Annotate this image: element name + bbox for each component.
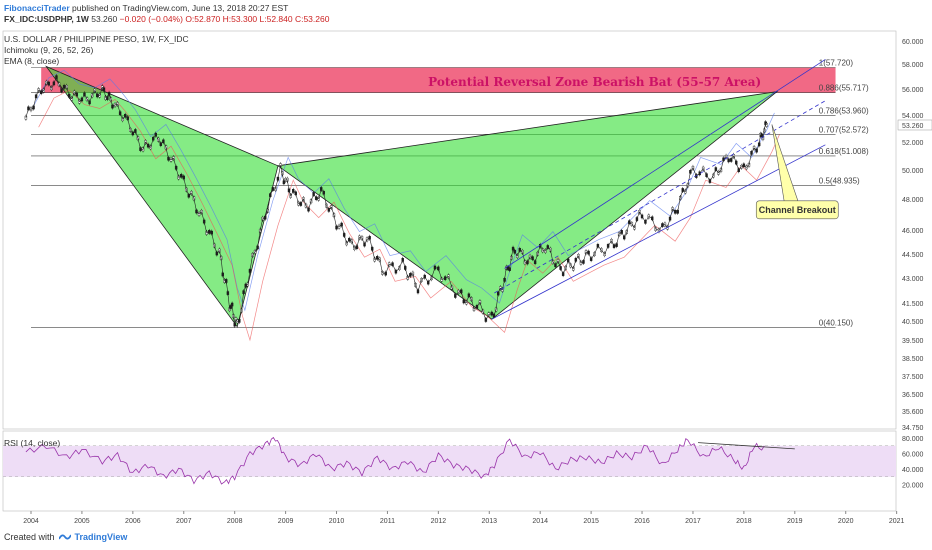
- price-tick-label: 54.000: [902, 113, 924, 120]
- rsi-label[interactable]: RSI (14, close): [4, 438, 61, 448]
- fib-level-label: 0.618(51.008): [819, 147, 869, 156]
- x-tick-label: 2011: [380, 518, 395, 525]
- price-tick-label: 43.000: [902, 276, 924, 283]
- chart-title: U.S. DOLLAR / PHILIPPINE PESO, 1W, FX_ID…: [4, 34, 189, 44]
- rsi-tick-label: 60.000: [902, 452, 924, 459]
- price-tick-label: 46.000: [902, 228, 924, 235]
- callout-pointer: [771, 124, 799, 203]
- indicator-ema[interactable]: EMA (8, close): [4, 56, 60, 66]
- x-tick-label: 2009: [278, 518, 294, 525]
- channel-breakout-annotation: Channel Breakout: [759, 205, 836, 215]
- fib-level-label: 0.707(52.572): [819, 125, 869, 134]
- price-tick-label: 41.500: [902, 301, 924, 308]
- symbol-name: FX_IDC:USDPHP, 1W: [4, 14, 89, 24]
- price-tick-label: 58.000: [902, 62, 924, 69]
- price-tick-label: 39.500: [902, 338, 924, 345]
- price-tick-label: 40.500: [902, 319, 924, 326]
- x-tick-label: 2019: [787, 518, 803, 525]
- ichimoku-line: [33, 69, 775, 312]
- x-tick-label: 2014: [532, 518, 548, 525]
- reversal-zone-text: Potential Reversal Zone Bearish Bat (55-…: [428, 75, 761, 89]
- fib-level-label: 1(57.720): [819, 59, 854, 68]
- price-tick-label: 52.000: [902, 140, 924, 147]
- x-tick-label: 2016: [634, 518, 650, 525]
- price-tick-label: 38.500: [902, 356, 924, 363]
- fib-level-label: 0.886(55.717): [819, 84, 869, 93]
- symbol-line: FX_IDC:USDPHP, 1W 53.260 −0.020 (−0.04%)…: [4, 14, 329, 24]
- x-tick-label: 2020: [838, 518, 854, 525]
- x-tick-label: 2010: [329, 518, 345, 525]
- x-tick-label: 2017: [685, 518, 701, 525]
- x-tick-label: 2008: [227, 518, 243, 525]
- last-price: 53.260: [91, 14, 118, 24]
- price-tick-label: 50.000: [902, 168, 924, 175]
- price-change: −0.020 (−0.04%): [119, 14, 183, 24]
- price-pane-frame: [2, 30, 897, 430]
- x-tick-label: 2004: [23, 518, 39, 525]
- published-text: published on TradingView.com, June 13, 2…: [72, 3, 289, 13]
- author-link[interactable]: FibonacciTrader: [4, 3, 70, 13]
- rsi-tick-label: 40.000: [902, 467, 924, 474]
- price-tick-label: 35.600: [902, 409, 924, 416]
- bcd-triangle: [276, 90, 779, 320]
- x-tick-label: 2005: [74, 518, 90, 525]
- x-tick-label: 2006: [125, 518, 141, 525]
- x-tick-label: 2007: [176, 518, 192, 525]
- price-tick-label: 56.000: [902, 87, 924, 94]
- xab-triangle: [45, 65, 279, 328]
- price-tick-label: 34.750: [902, 425, 924, 432]
- channel-line: [491, 144, 826, 320]
- x-tick-label: 2012: [431, 518, 447, 525]
- channel-line: [504, 59, 826, 269]
- ema-line: [38, 89, 780, 342]
- channel-line: [494, 100, 826, 294]
- tradingview-logo-icon: [58, 534, 71, 539]
- last-price-box: [897, 119, 932, 131]
- fib-level-label: 0.786(53.960): [819, 107, 869, 116]
- rsi-tick-label: 80.000: [902, 436, 924, 443]
- footer: Created with TradingView: [4, 532, 127, 542]
- last-price-tag: 53.260: [902, 123, 924, 130]
- rsi-line: [25, 436, 765, 485]
- indicator-ichimoku[interactable]: Ichimoku (9, 26, 52, 26): [4, 45, 94, 55]
- rsi-divergence-line: [698, 442, 795, 450]
- x-tick-label: 2018: [736, 518, 752, 525]
- price-tick-label: 60.000: [902, 39, 924, 46]
- price-line: [25, 76, 768, 325]
- price-tick-label: 36.500: [902, 392, 924, 399]
- fib-level-label: 0.5(48.935): [819, 176, 860, 185]
- price-tick-label: 37.500: [902, 374, 924, 381]
- created-with-text: Created with: [4, 532, 55, 542]
- price-tick-label: 48.000: [902, 197, 924, 204]
- x-tick-label: 2013: [481, 518, 497, 525]
- callout-box: [755, 200, 839, 220]
- ohlc-values: O:52.870 H:53.300 L:52.840 C:53.260: [185, 14, 330, 24]
- x-tick-label: 2015: [583, 518, 599, 525]
- tradingview-brand[interactable]: TradingView: [74, 532, 128, 542]
- reversal-zone: [41, 67, 836, 93]
- fib-level-label: 0(40.150): [819, 319, 854, 328]
- rsi-tick-label: 20.000: [902, 483, 924, 490]
- x-tick-label: 2021: [889, 518, 905, 525]
- publish-line: FibonacciTrader published on TradingView…: [4, 3, 288, 13]
- price-tick-label: 44.500: [902, 252, 924, 259]
